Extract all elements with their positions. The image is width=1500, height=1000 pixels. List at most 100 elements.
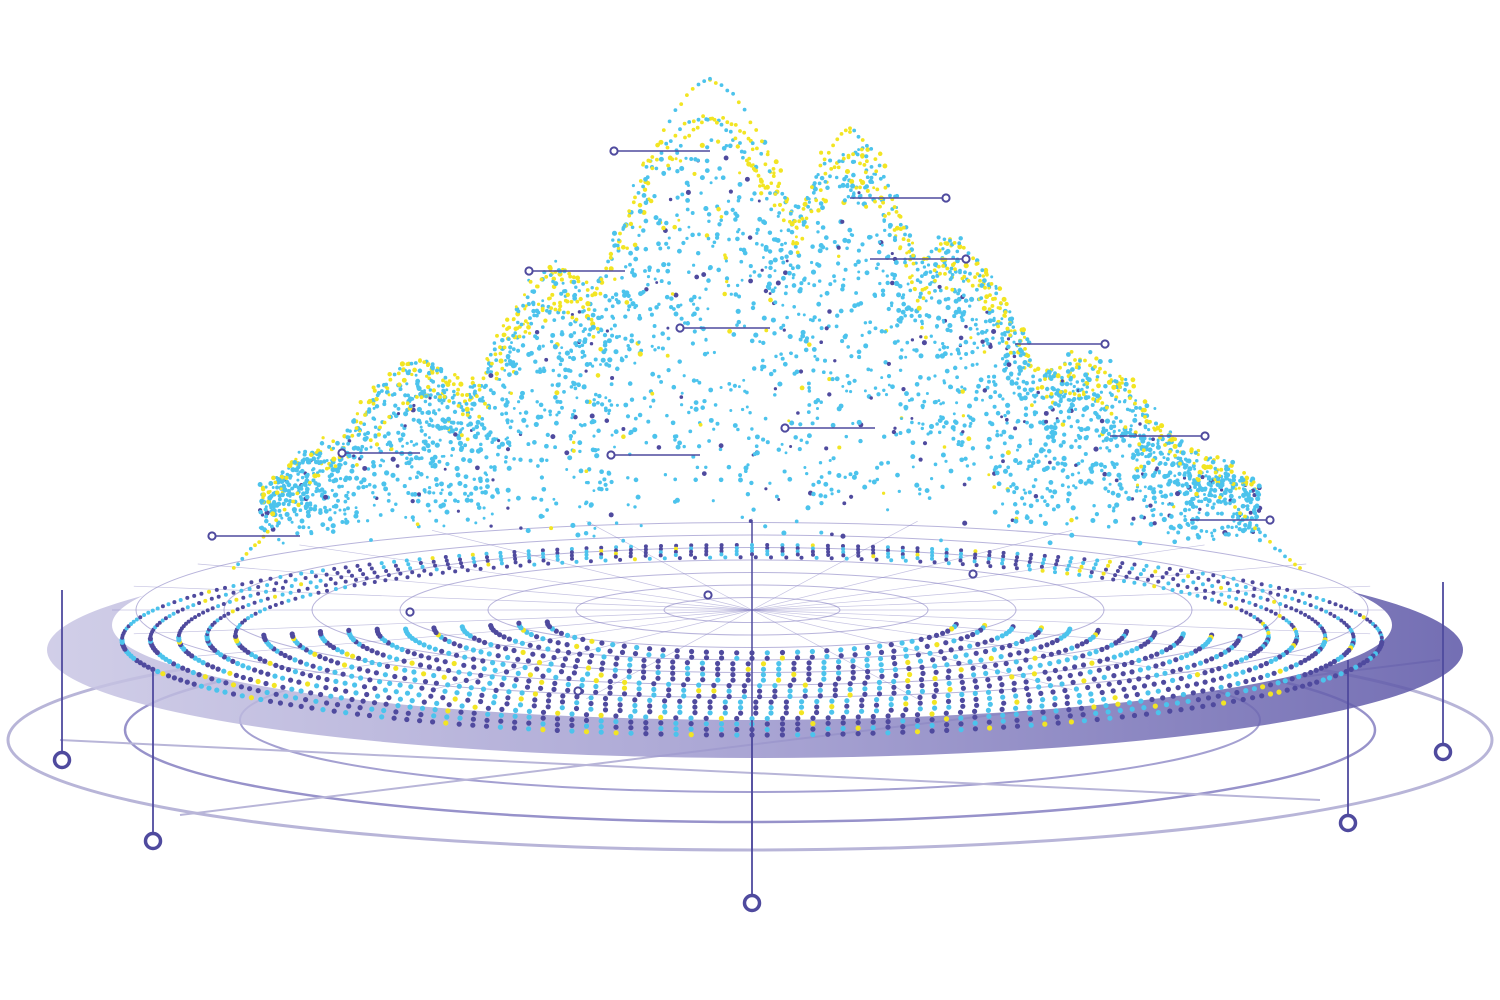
ring-dot	[1037, 662, 1043, 668]
ring-dot	[200, 660, 206, 666]
ring-dot	[821, 665, 827, 671]
ring-dot	[1283, 594, 1288, 599]
cloud-point	[1240, 503, 1246, 509]
ring-dot	[864, 644, 870, 651]
cloud-point	[935, 325, 939, 329]
cloud-point	[914, 381, 920, 387]
ring-dot	[321, 568, 325, 573]
ring-dot	[779, 726, 786, 733]
cloud-point	[1115, 492, 1121, 498]
cloud-point	[384, 470, 390, 476]
cloud-point	[1197, 469, 1203, 475]
ring-dot	[1000, 557, 1005, 562]
cloud-point	[1038, 513, 1043, 518]
ring-dot	[588, 695, 594, 701]
cloud-point	[327, 474, 332, 479]
cloud-point	[1102, 477, 1106, 481]
ring-dot	[1200, 688, 1206, 694]
cloud-point	[673, 438, 677, 442]
ring-dot	[914, 645, 920, 651]
ring-dot	[421, 642, 427, 648]
ring-dot	[787, 682, 793, 689]
cloud-point	[928, 430, 933, 435]
ring-dot	[1035, 677, 1041, 684]
ring-dot	[552, 680, 558, 687]
ring-dot	[776, 666, 782, 672]
cloud-point	[742, 324, 747, 328]
cloud-point	[876, 249, 882, 255]
ring-dot	[905, 683, 911, 690]
cloud-point	[794, 235, 798, 239]
cloud-point	[1127, 389, 1132, 394]
ring-dot	[227, 670, 233, 676]
ring-dot	[485, 711, 491, 717]
cloud-point	[1221, 478, 1226, 483]
cloud-point	[354, 475, 360, 481]
cloud-point	[1152, 450, 1156, 454]
ring-dot	[1026, 704, 1032, 710]
cloud-point	[1237, 486, 1241, 490]
cloud-point	[596, 400, 600, 405]
cloud-point	[951, 436, 956, 441]
ring-dot	[1218, 675, 1224, 681]
cloud-point	[330, 523, 336, 529]
ring-dot	[454, 690, 460, 696]
ring-dot	[964, 634, 971, 640]
cloud-point	[750, 305, 756, 311]
ring-dot	[850, 658, 856, 664]
cloud-point	[820, 225, 826, 230]
cloud-point	[344, 519, 349, 525]
ring-dot	[185, 667, 191, 673]
ring-dot	[914, 729, 921, 735]
cloud-point	[402, 484, 407, 489]
ring-dot	[577, 651, 583, 657]
cloud-point	[754, 241, 759, 246]
ring-dot	[753, 705, 759, 711]
ring-dot	[760, 661, 767, 667]
ring-dot	[802, 682, 808, 688]
cloud-point	[714, 176, 718, 180]
ring-dot	[612, 667, 619, 673]
cloud-point	[580, 349, 585, 355]
ring-dot	[943, 640, 949, 646]
cloud-point	[633, 256, 639, 262]
ring-dot	[492, 694, 498, 700]
cloud-point	[492, 347, 497, 352]
cloud-point	[1023, 406, 1029, 411]
cloud-point	[735, 283, 740, 288]
cloud-point	[1022, 488, 1026, 492]
cloud-point	[1212, 528, 1217, 533]
cloud-point	[799, 281, 804, 286]
cloud-point	[789, 445, 793, 448]
ring-dot	[574, 694, 580, 700]
cloud-point	[346, 496, 350, 501]
ring-dot	[1181, 578, 1186, 583]
cloud-point	[1074, 463, 1078, 468]
cloud-point	[455, 375, 460, 380]
ring-dot	[825, 731, 831, 737]
cloud-point	[1140, 438, 1146, 444]
cloud-point	[577, 310, 582, 314]
cloud-point	[1177, 471, 1182, 476]
ring-dot	[532, 562, 537, 567]
cloud-point	[742, 378, 746, 382]
cloud-point	[1210, 531, 1214, 535]
ring-dot	[470, 647, 476, 653]
cloud-point	[410, 465, 414, 469]
ring-dot	[972, 678, 978, 684]
ring-dot	[658, 731, 664, 737]
cloud-point	[784, 254, 789, 259]
ring-dot	[806, 671, 812, 677]
ring-dot	[607, 648, 613, 654]
ring-dot	[352, 682, 358, 688]
ring-dot	[1042, 557, 1046, 562]
ring-dot	[900, 729, 906, 735]
cloud-point	[1169, 514, 1174, 519]
ring-dot	[374, 650, 380, 656]
cloud-point	[670, 292, 675, 296]
ring-dot	[256, 591, 261, 596]
cloud-point	[1103, 383, 1108, 389]
cloud-point	[918, 280, 923, 284]
cloud-point	[851, 474, 857, 480]
ring-dot	[354, 711, 361, 717]
